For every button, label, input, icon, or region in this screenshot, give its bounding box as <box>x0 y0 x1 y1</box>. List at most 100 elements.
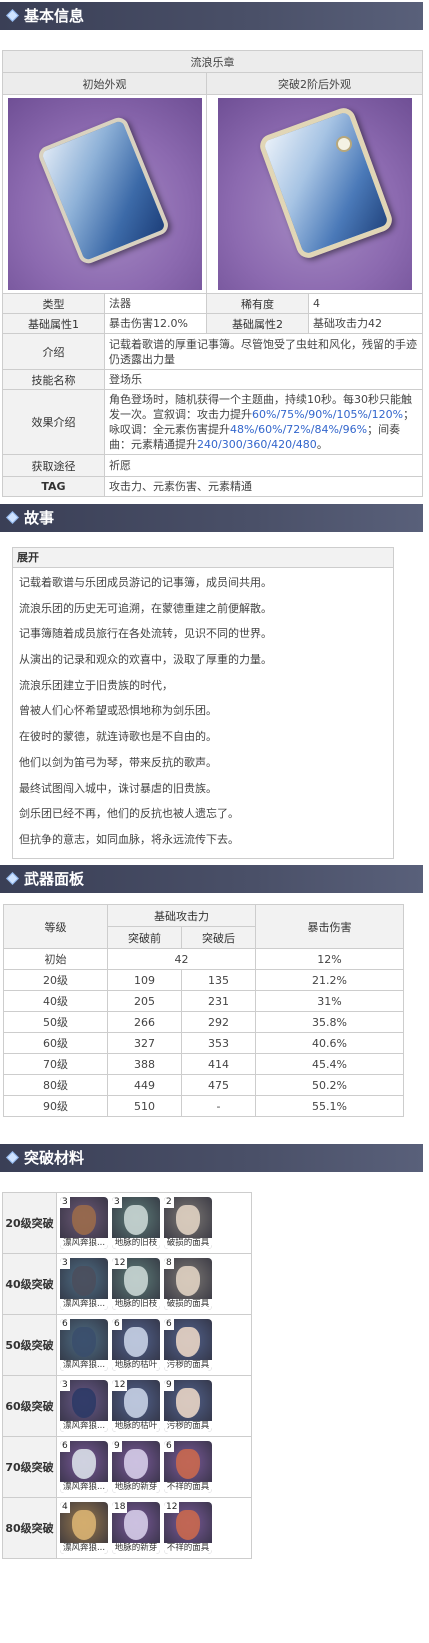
effect-text: 角色登场时，随机获得一个主题曲，持续10秒。每30秒只能触发一次。宣叙调：攻击力… <box>109 393 412 421</box>
stats-row: 50级 266 292 35.8% <box>3 1011 404 1033</box>
stats-cell-level: 20级 <box>3 969 108 991</box>
material-count: 12 <box>112 1380 128 1391</box>
story-line: 从演出的记录和观众的欢喜中，汲取了厚重的力量。 <box>19 653 272 667</box>
material-name: 漂风奔狼... <box>60 1360 108 1371</box>
ascension-level: 40级突破 <box>2 1253 57 1315</box>
material-name: 漂风奔狼... <box>60 1482 108 1493</box>
material-icon <box>176 1449 200 1479</box>
stats-cell-level: 70级 <box>3 1053 108 1075</box>
material-item[interactable]: 3 漂风奔狼... <box>60 1258 108 1310</box>
material-item[interactable]: 12 不祥的面具 <box>164 1502 212 1554</box>
story-line: 在彼时的蒙德，就连诗歌也是不自由的。 <box>19 730 217 744</box>
stats-table: 等级 基础攻击力 暴击伤害 突破前 突破后 初始 42 12% 20级 109 135 21… <box>3 904 404 1117</box>
material-item[interactable]: 2 破损的面具 <box>164 1197 212 1249</box>
material-icon <box>72 1205 96 1235</box>
material-icon <box>176 1205 200 1235</box>
material-count: 6 <box>164 1319 174 1330</box>
type-value: 法器 <box>104 293 207 314</box>
attr1-label: 基础属性1 <box>2 313 105 334</box>
stats-row: 40级 205 231 31% <box>3 990 404 1012</box>
diamond-icon <box>6 9 19 22</box>
story-line: 他们以剑为笛弓为琴，带来反抗的歌声。 <box>19 755 217 769</box>
materials-row: 70级突破 6 漂风奔狼... 9 地脉的新芽 6 不祥的面具 <box>2 1436 252 1498</box>
material-name: 不祥的面具 <box>164 1482 212 1493</box>
weapon-info-table: 流浪乐章 初始外观 突破2阶后外观 类型 法器 稀有度 4 基础属性1 暴击伤害… <box>2 50 423 497</box>
material-count: 8 <box>164 1258 174 1269</box>
stats-cell-crit: 31% <box>255 990 404 1012</box>
material-icon <box>72 1266 96 1296</box>
section-header-ascension: 突破材料 <box>0 1144 423 1172</box>
effect-highlight: 60%/75%/90%/105%/120% <box>252 408 404 421</box>
story-line: 记载着歌谱与乐团成员游记的记事簿，成员间共用。 <box>19 576 272 589</box>
material-name: 污秽的面具 <box>164 1421 212 1432</box>
material-item[interactable]: 8 破损的面具 <box>164 1258 212 1310</box>
material-item[interactable]: 18 地脉的新芽 <box>112 1502 160 1554</box>
intro-value: 记载着歌谱的厚重记事簿。尽管饱受了虫蛀和风化，残留的手迹仍透露出力量 <box>104 333 423 370</box>
rarity-value: 4 <box>308 293 423 314</box>
material-name: 破损的面具 <box>164 1299 212 1310</box>
material-item[interactable]: 9 地脉的新芽 <box>112 1441 160 1493</box>
story-body: 记载着歌谱与乐团成员游记的记事簿，成员间共用。 流浪乐团的历史无可追溯，在蒙德重建… <box>13 568 393 855</box>
story-expand-toggle[interactable]: 展开 <box>13 548 393 568</box>
col-crit: 暴击伤害 <box>255 904 404 949</box>
diamond-icon <box>6 872 19 885</box>
ascension-level: 70级突破 <box>2 1436 57 1498</box>
stats-cell-level: 90级 <box>3 1095 108 1117</box>
skill-value: 登场乐 <box>104 369 423 390</box>
material-icon <box>176 1266 200 1296</box>
material-count: 6 <box>60 1319 70 1330</box>
material-name: 地脉的新芽 <box>112 1482 160 1493</box>
material-item[interactable]: 3 漂风奔狼... <box>60 1380 108 1432</box>
stats-row: 初始 42 12% <box>3 948 404 970</box>
material-item[interactable]: 6 地脉的枯叶 <box>112 1319 160 1371</box>
effect-highlight: 48%/60%/72%/84%/96% <box>230 423 368 436</box>
ascension-level: 80级突破 <box>2 1497 57 1559</box>
material-item[interactable]: 4 漂风奔狼... <box>60 1502 108 1554</box>
col-level: 等级 <box>3 904 108 949</box>
materials-table: 20级突破 3 漂风奔狼... 3 地脉的旧枝 2 破损的面具 40级突破 3 漂风奔狼... 12… <box>2 1192 252 1559</box>
stats-cell-crit: 21.2% <box>255 969 404 991</box>
stats-cell-crit: 45.4% <box>255 1053 404 1075</box>
weapon-name: 流浪乐章 <box>2 50 423 73</box>
materials-row: 20级突破 3 漂风奔狼... 3 地脉的旧枝 2 破损的面具 <box>2 1192 252 1254</box>
material-count: 3 <box>60 1197 70 1208</box>
material-item[interactable]: 6 漂风奔狼... <box>60 1319 108 1371</box>
story-line: 流浪乐团建立于旧贵族的时代， <box>19 678 173 692</box>
stats-cell-after: 292 <box>181 1011 256 1033</box>
section-header-weapon-panel: 武器面板 <box>0 865 423 893</box>
material-count: 4 <box>60 1502 70 1513</box>
material-name: 漂风奔狼... <box>60 1238 108 1249</box>
stats-cell-level: 80级 <box>3 1074 108 1096</box>
stats-cell-after: - <box>181 1095 256 1117</box>
stats-cell-before: 327 <box>107 1032 182 1054</box>
effect-text: ；间奏曲：元素精通提升 <box>109 423 401 451</box>
material-name: 漂风奔狼... <box>60 1299 108 1310</box>
material-item[interactable]: 6 不祥的面具 <box>164 1441 212 1493</box>
stats-cell-crit: 50.2% <box>255 1074 404 1096</box>
stats-cell-after: 353 <box>181 1032 256 1054</box>
ascended-look-label: 突破2阶后外观 <box>206 72 423 95</box>
source-value: 祈愿 <box>104 454 423 477</box>
stats-row: 80级 449 475 50.2% <box>3 1074 404 1096</box>
section-title: 突破材料 <box>24 1149 85 1167</box>
material-item[interactable]: 3 漂风奔狼... <box>60 1197 108 1249</box>
col-after: 突破后 <box>181 926 256 949</box>
material-item[interactable]: 6 漂风奔狼... <box>60 1441 108 1493</box>
col-base-atk: 基础攻击力 <box>107 904 256 927</box>
material-count: 9 <box>164 1380 174 1391</box>
story-line: 最终试图闯入城中，诛讨暴虐的旧贵族。 <box>19 781 217 795</box>
material-item[interactable]: 12 地脉的旧枝 <box>112 1258 160 1310</box>
stats-cell-after: 231 <box>181 990 256 1012</box>
stats-cell-before: 205 <box>107 990 182 1012</box>
skill-label: 技能名称 <box>2 369 105 390</box>
materials-row: 40级突破 3 漂风奔狼... 12 地脉的旧枝 8 破损的面具 <box>2 1253 252 1315</box>
material-count: 3 <box>60 1258 70 1269</box>
stats-cell-level: 50级 <box>3 1011 108 1033</box>
material-item[interactable]: 9 污秽的面具 <box>164 1380 212 1432</box>
material-name: 地脉的枯叶 <box>112 1360 160 1371</box>
stats-row: 60级 327 353 40.6% <box>3 1032 404 1054</box>
material-item[interactable]: 3 地脉的旧枝 <box>112 1197 160 1249</box>
material-icon <box>176 1510 200 1540</box>
material-item[interactable]: 6 污秽的面具 <box>164 1319 212 1371</box>
material-item[interactable]: 12 地脉的枯叶 <box>112 1380 160 1432</box>
